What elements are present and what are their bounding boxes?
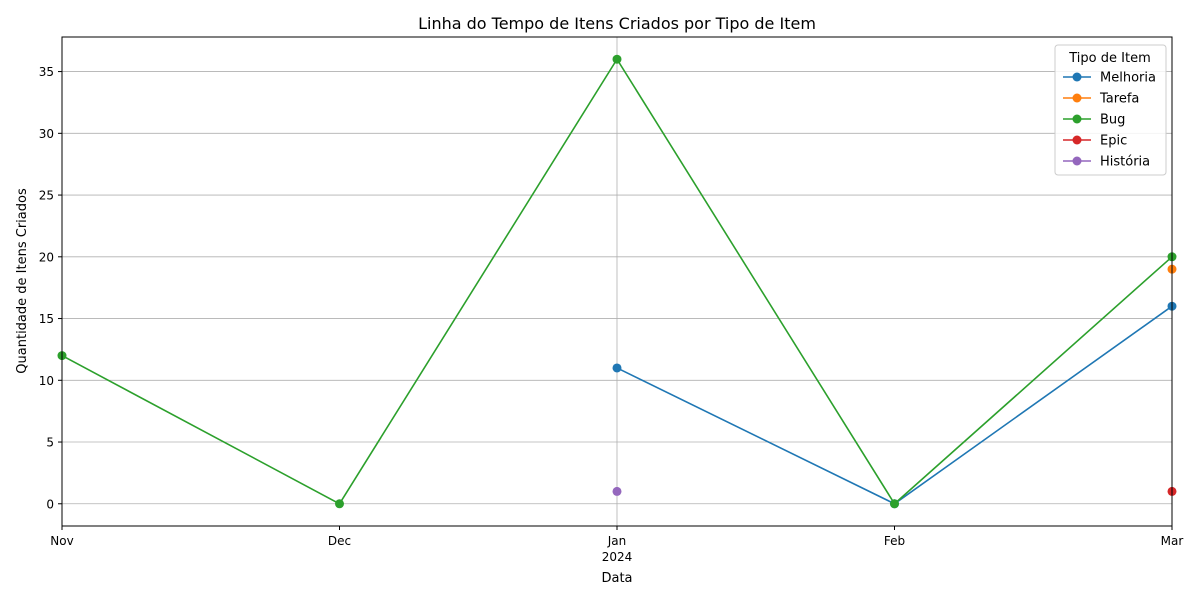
x-axis-ticks: Nov Dec Jan 2024 Feb Mar: [50, 526, 1183, 564]
legend-marker-epic: [1072, 135, 1082, 145]
y-axis-ticks: 0 5 10 15 20 25 30 35: [39, 65, 62, 511]
x-tick-sublabel: 2024: [602, 550, 633, 564]
y-tick-label: 10: [39, 374, 54, 388]
y-tick-label: 20: [39, 250, 54, 264]
y-tick-label: 5: [46, 436, 54, 450]
x-tick-label: Feb: [884, 534, 905, 548]
chart-title: Linha do Tempo de Itens Criados por Tipo…: [418, 14, 816, 33]
legend-items: Melhoria Tarefa Bug Epic História: [1063, 71, 1156, 170]
y-tick-label: 35: [39, 65, 54, 79]
y-tick-label: 0: [46, 497, 54, 511]
legend: Tipo de Item Melhoria Tarefa Bug Epic Histór…: [1054, 44, 1167, 176]
series-points: [57, 54, 1177, 509]
x-tick-label: Mar: [1161, 534, 1184, 548]
legend-marker-bug: [1072, 114, 1082, 124]
legend-label-historia: História: [1100, 155, 1150, 170]
legend-marker-melhoria: [1072, 72, 1082, 82]
legend-title: Tipo de Item: [1068, 51, 1150, 66]
data-point-bug: [890, 499, 899, 509]
y-tick-label: 25: [39, 189, 54, 203]
grid-lines: [62, 37, 1172, 526]
legend-label-bug: Bug: [1100, 113, 1125, 128]
x-axis-label: Data: [601, 571, 632, 586]
y-tick-label: 15: [39, 312, 54, 326]
plot-frame: [61, 36, 1173, 527]
x-tick-label: Jan: [607, 534, 627, 548]
x-tick-label: Nov: [50, 534, 73, 548]
data-point-historia: [612, 486, 622, 496]
y-axis-label: Quantidade de Itens Criados: [15, 188, 30, 374]
data-point-bug: [335, 499, 344, 509]
data-point-bug: [612, 54, 622, 64]
x-tick-label: Dec: [328, 534, 351, 548]
data-point-melhoria: [612, 363, 622, 373]
y-tick-label: 30: [39, 127, 54, 141]
legend-label-epic: Epic: [1100, 134, 1127, 149]
legend-label-tarefa: Tarefa: [1099, 92, 1139, 107]
series-line-melhoria: [616, 305, 1173, 505]
legend-label-melhoria: Melhoria: [1100, 71, 1156, 86]
legend-marker-historia: [1072, 156, 1082, 166]
legend-marker-tarefa: [1072, 93, 1082, 103]
